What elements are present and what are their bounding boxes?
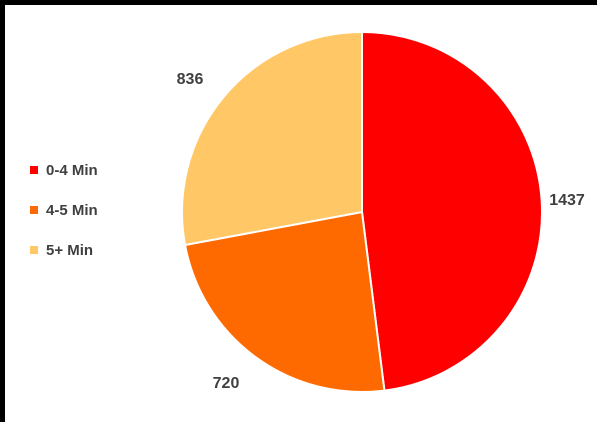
legend-item-4-5-min: 4-5 Min — [30, 200, 98, 220]
legend-swatch-0-4-min — [30, 166, 38, 174]
data-label-0-4-min: 1437 — [549, 192, 585, 209]
data-label-5-plus-min: 836 — [177, 71, 204, 88]
legend-label-4-5-min: 4-5 Min — [46, 201, 98, 219]
pie-slice-0-4-min — [361, 30, 543, 392]
pie-slice-5-plus-min — [181, 30, 363, 247]
legend-label-5-plus-min: 5+ Min — [46, 241, 94, 259]
legend-item-5-plus-min: 5+ Min — [30, 240, 98, 260]
legend-item-0-4-min: 0-4 Min — [30, 160, 98, 180]
pie-slice-4-5-min — [183, 210, 386, 394]
legend-swatch-5-plus-min — [30, 246, 38, 254]
data-label-4-5-min: 720 — [213, 375, 240, 392]
legend: 0-4 Min 4-5 Min 5+ Min — [30, 160, 98, 280]
legend-label-0-4-min: 0-4 Min — [46, 161, 98, 179]
legend-swatch-4-5-min — [30, 206, 38, 214]
